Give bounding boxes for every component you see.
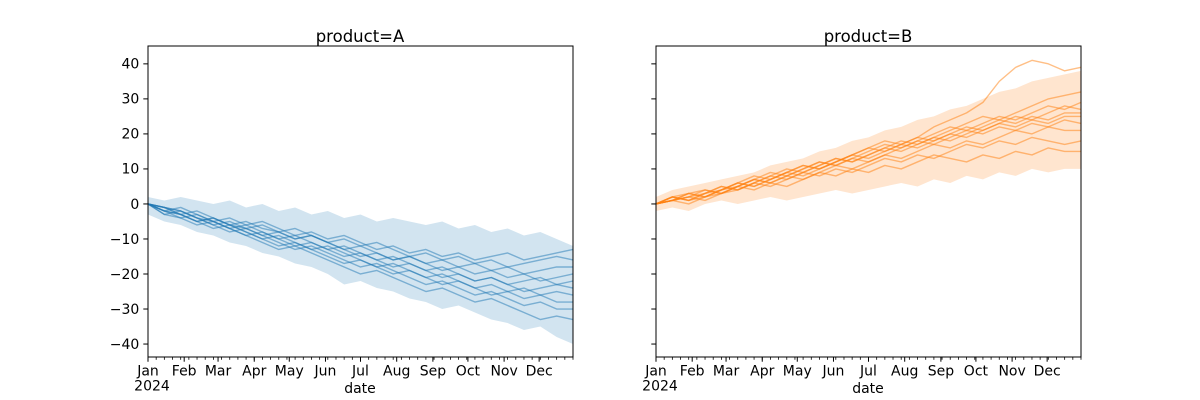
y-tick-label: 20 — [121, 127, 139, 143]
x-tick-label: Aug — [891, 364, 918, 380]
series-line — [655, 136, 1082, 205]
y-tick-label: 0 — [130, 197, 139, 213]
x-tick-label: Sep — [928, 364, 955, 380]
x-tick-label: Oct — [964, 364, 989, 380]
x-tick-label: Jul — [859, 364, 877, 380]
x-tick-label: Aug — [383, 364, 410, 380]
series-line — [147, 203, 574, 321]
y-tick-label: 10 — [121, 162, 139, 178]
series-line — [655, 115, 1081, 205]
x-tick-label: Jan — [136, 364, 159, 380]
x-axis-label-left: date — [344, 381, 376, 397]
facet-title-product-b: product=B — [823, 27, 913, 46]
series-line — [147, 203, 573, 310]
y-ticks: 40 30 20 10 0 −10 −20 −30 −40 — [110, 57, 148, 353]
x-tick-label: Jun — [314, 364, 337, 380]
x-tick-label: Sep — [420, 364, 447, 380]
x-tick-label: Mar — [713, 364, 740, 380]
x-tick-label: Feb — [172, 364, 197, 380]
facet-title-product-a: product=A — [315, 27, 405, 46]
y-tick-label: −30 — [110, 302, 140, 318]
x-tick-label: May — [275, 364, 304, 380]
series-line — [655, 147, 1081, 205]
y-tick-label: −10 — [110, 232, 140, 248]
x-tick-label: Nov — [998, 364, 1025, 380]
x-tick-label: Jan — [644, 364, 667, 380]
x-tick-label: Jun — [822, 364, 845, 380]
x-tick-label: Apr — [750, 364, 774, 380]
x-tick-label: Apr — [242, 364, 266, 380]
x-tick-label: Jul — [351, 364, 369, 380]
x-tick-label: Mar — [205, 364, 232, 380]
x-tick-label: May — [783, 364, 812, 380]
x-tick-label: Dec — [1034, 364, 1061, 380]
x-tick-year-label: 2024 — [134, 379, 170, 395]
series-line — [655, 126, 1081, 205]
y-ticks — [651, 63, 656, 345]
x-tick-label: Nov — [490, 364, 517, 380]
x-tick-label: Feb — [680, 364, 705, 380]
y-tick-label: 40 — [121, 57, 139, 73]
y-tick-label: −20 — [110, 267, 140, 283]
x-axis-label-right: date — [852, 381, 884, 397]
x-tick-label: Oct — [456, 364, 481, 380]
x-minor-ticks — [655, 357, 1082, 360]
x-tick-year-label: 2024 — [642, 379, 678, 395]
y-tick-label: −40 — [110, 337, 140, 353]
y-tick-label: 30 — [121, 92, 139, 108]
x-tick-label: Dec — [526, 364, 553, 380]
